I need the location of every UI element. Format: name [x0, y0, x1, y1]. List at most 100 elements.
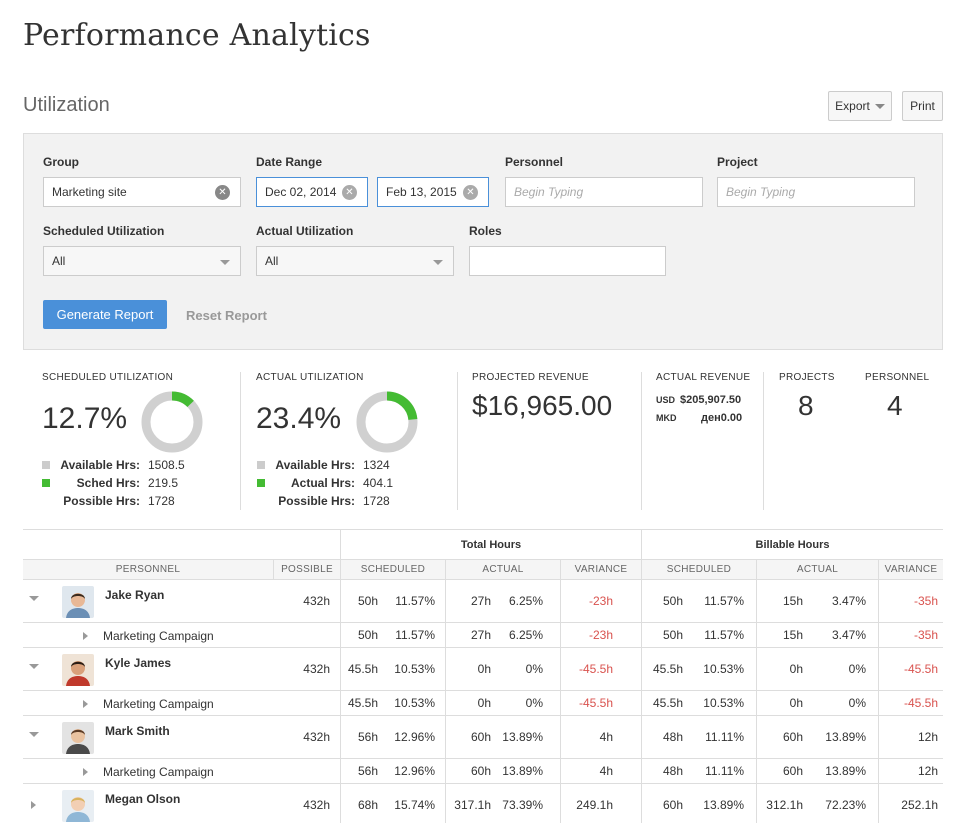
project-name[interactable]: Marketing Campaign [103, 629, 214, 643]
column-total-actual[interactable]: ACTUAL [445, 560, 560, 580]
column-divider [340, 759, 341, 783]
actual-utilization-donut [356, 391, 418, 453]
possible-hrs-row: Possible Hrs: 1728 [30, 494, 174, 508]
actual-utilization-label: Actual Utilization [256, 224, 354, 238]
currency-amount: ден0.00 [701, 412, 743, 424]
column-divider [340, 648, 341, 690]
roles-input[interactable] [469, 246, 666, 276]
end-date-field[interactable]: Feb 13, 2015 ✕ [377, 177, 489, 207]
scheduled-utilization-select[interactable]: All [43, 246, 241, 276]
possible-hours: 432h [303, 730, 330, 744]
table-cell: 0% [848, 662, 866, 676]
personnel-name[interactable]: Megan Olson [105, 792, 181, 806]
project-input[interactable]: Begin Typing [717, 177, 915, 207]
personnel-name[interactable]: Jake Ryan [105, 588, 165, 602]
legend-value: 1728 [363, 494, 390, 508]
clear-icon[interactable]: ✕ [215, 185, 230, 200]
project-name[interactable]: Marketing Campaign [103, 765, 214, 779]
table-cell: 6.25% [508, 594, 543, 608]
generate-report-button[interactable]: Generate Report [43, 300, 167, 329]
table-cell: 60h [782, 764, 803, 778]
clear-icon[interactable]: ✕ [463, 185, 478, 200]
column-divider [340, 716, 341, 758]
page-title: Performance Analytics [23, 18, 371, 53]
scheduled-utilization-value: All [52, 254, 66, 268]
scheduled-utilization-label: Scheduled Utilization [43, 224, 165, 238]
personnel-placeholder: Begin Typing [514, 185, 584, 199]
actual-hrs-row: Actual Hrs: 404.1 [245, 476, 393, 490]
table-subrow[interactable]: Marketing Campaign 45.5h 10.53% 0h 0% -45.5h 4… [23, 691, 943, 716]
project-label: Project [717, 155, 758, 169]
legend-key: Available Hrs: [60, 458, 140, 472]
table-cell: 312.1h [766, 798, 803, 812]
group-label: Group [43, 155, 79, 169]
legend-key: Possible Hrs: [278, 494, 355, 508]
column-billable-scheduled[interactable]: SCHEDULED [641, 560, 756, 580]
collapse-icon[interactable] [29, 664, 39, 669]
personnel-name[interactable]: Kyle James [105, 656, 172, 670]
column-personnel[interactable]: PERSONNEL [23, 560, 273, 580]
table-row[interactable]: Mark Smith 432h 56h 12.96% 60h 13.89% 4h 48h 11.… [23, 716, 943, 759]
expand-icon[interactable] [83, 700, 88, 708]
table-cell: 48h [662, 730, 683, 744]
column-divider [641, 716, 642, 758]
table-row[interactable]: Jake Ryan 432h 50h 11.57% 27h 6.25% -23h 50h 11.… [23, 580, 943, 623]
column-billable-variance[interactable]: VARIANCE [878, 560, 943, 580]
column-divider [445, 784, 446, 823]
table-cell: 0h [477, 662, 491, 676]
collapse-icon[interactable] [29, 732, 39, 737]
currency-code: MKD [656, 413, 677, 423]
column-divider [560, 759, 561, 783]
table-cell: 60h [782, 730, 803, 744]
column-possible[interactable]: POSSIBLE [273, 560, 340, 580]
table-row[interactable]: Megan Olson 432h 68h 15.74% 317.1h 73.39% 249.… [23, 784, 943, 823]
column-divider [445, 580, 446, 622]
personnel-name[interactable]: Mark Smith [105, 724, 170, 738]
group-field[interactable]: Marketing site ✕ [43, 177, 241, 207]
table-row[interactable]: Kyle James 432h 45.5h 10.53% 0h 0% -45.5h 45.5h… [23, 648, 943, 691]
clear-icon[interactable]: ✕ [342, 185, 357, 200]
avatar [62, 790, 94, 822]
table-cell: 15.74% [394, 798, 435, 812]
actual-utilization-stat-label: ACTUAL UTILIZATION [256, 372, 364, 383]
table-cell: 60h [470, 730, 491, 744]
column-total-scheduled[interactable]: SCHEDULED [340, 560, 445, 580]
table-cell: 12h [917, 730, 938, 744]
column-divider [756, 648, 757, 690]
export-button[interactable]: Export [828, 91, 892, 121]
table-cell: 48h [662, 764, 683, 778]
table-cell: -23h [588, 628, 613, 642]
expand-icon[interactable] [83, 768, 88, 776]
expand-icon[interactable] [83, 632, 88, 640]
project-name[interactable]: Marketing Campaign [103, 697, 214, 711]
column-divider [445, 716, 446, 758]
column-divider [641, 784, 642, 823]
table-cell: 50h [357, 628, 378, 642]
column-billable-actual[interactable]: ACTUAL [756, 560, 878, 580]
reset-report-button[interactable]: Reset Report [186, 308, 267, 323]
personnel-input[interactable]: Begin Typing [505, 177, 703, 207]
available-hrs-row: Available Hrs: 1324 [245, 458, 389, 472]
table-cell: 45.5h [652, 696, 683, 710]
column-divider [756, 580, 757, 622]
start-date-field[interactable]: Dec 02, 2014 ✕ [256, 177, 368, 207]
table-cell: 10.53% [394, 696, 435, 710]
table-cell: 3.47% [831, 628, 866, 642]
export-label: Export [835, 99, 870, 113]
expand-icon[interactable] [31, 801, 36, 809]
actual-utilization-select[interactable]: All [256, 246, 454, 276]
table-cell: 4h [599, 730, 613, 744]
avatar [62, 586, 94, 618]
available-hrs-row: Available Hrs: 1508.5 [30, 458, 184, 472]
currency-amount: $205,907.50 [680, 394, 742, 406]
column-divider [560, 580, 561, 622]
column-total-variance[interactable]: VARIANCE [560, 560, 641, 580]
collapse-icon[interactable] [29, 596, 39, 601]
column-divider [340, 623, 341, 647]
table-subrow[interactable]: Marketing Campaign 56h 12.96% 60h 13.89% 4h 48… [23, 759, 943, 784]
print-button[interactable]: Print [902, 91, 943, 121]
table-cell: 0% [848, 696, 866, 710]
legend-key: Available Hrs: [275, 458, 355, 472]
legend-key: Actual Hrs: [290, 476, 355, 490]
table-subrow[interactable]: Marketing Campaign 50h 11.57% 27h 6.25% -23h 5… [23, 623, 943, 648]
